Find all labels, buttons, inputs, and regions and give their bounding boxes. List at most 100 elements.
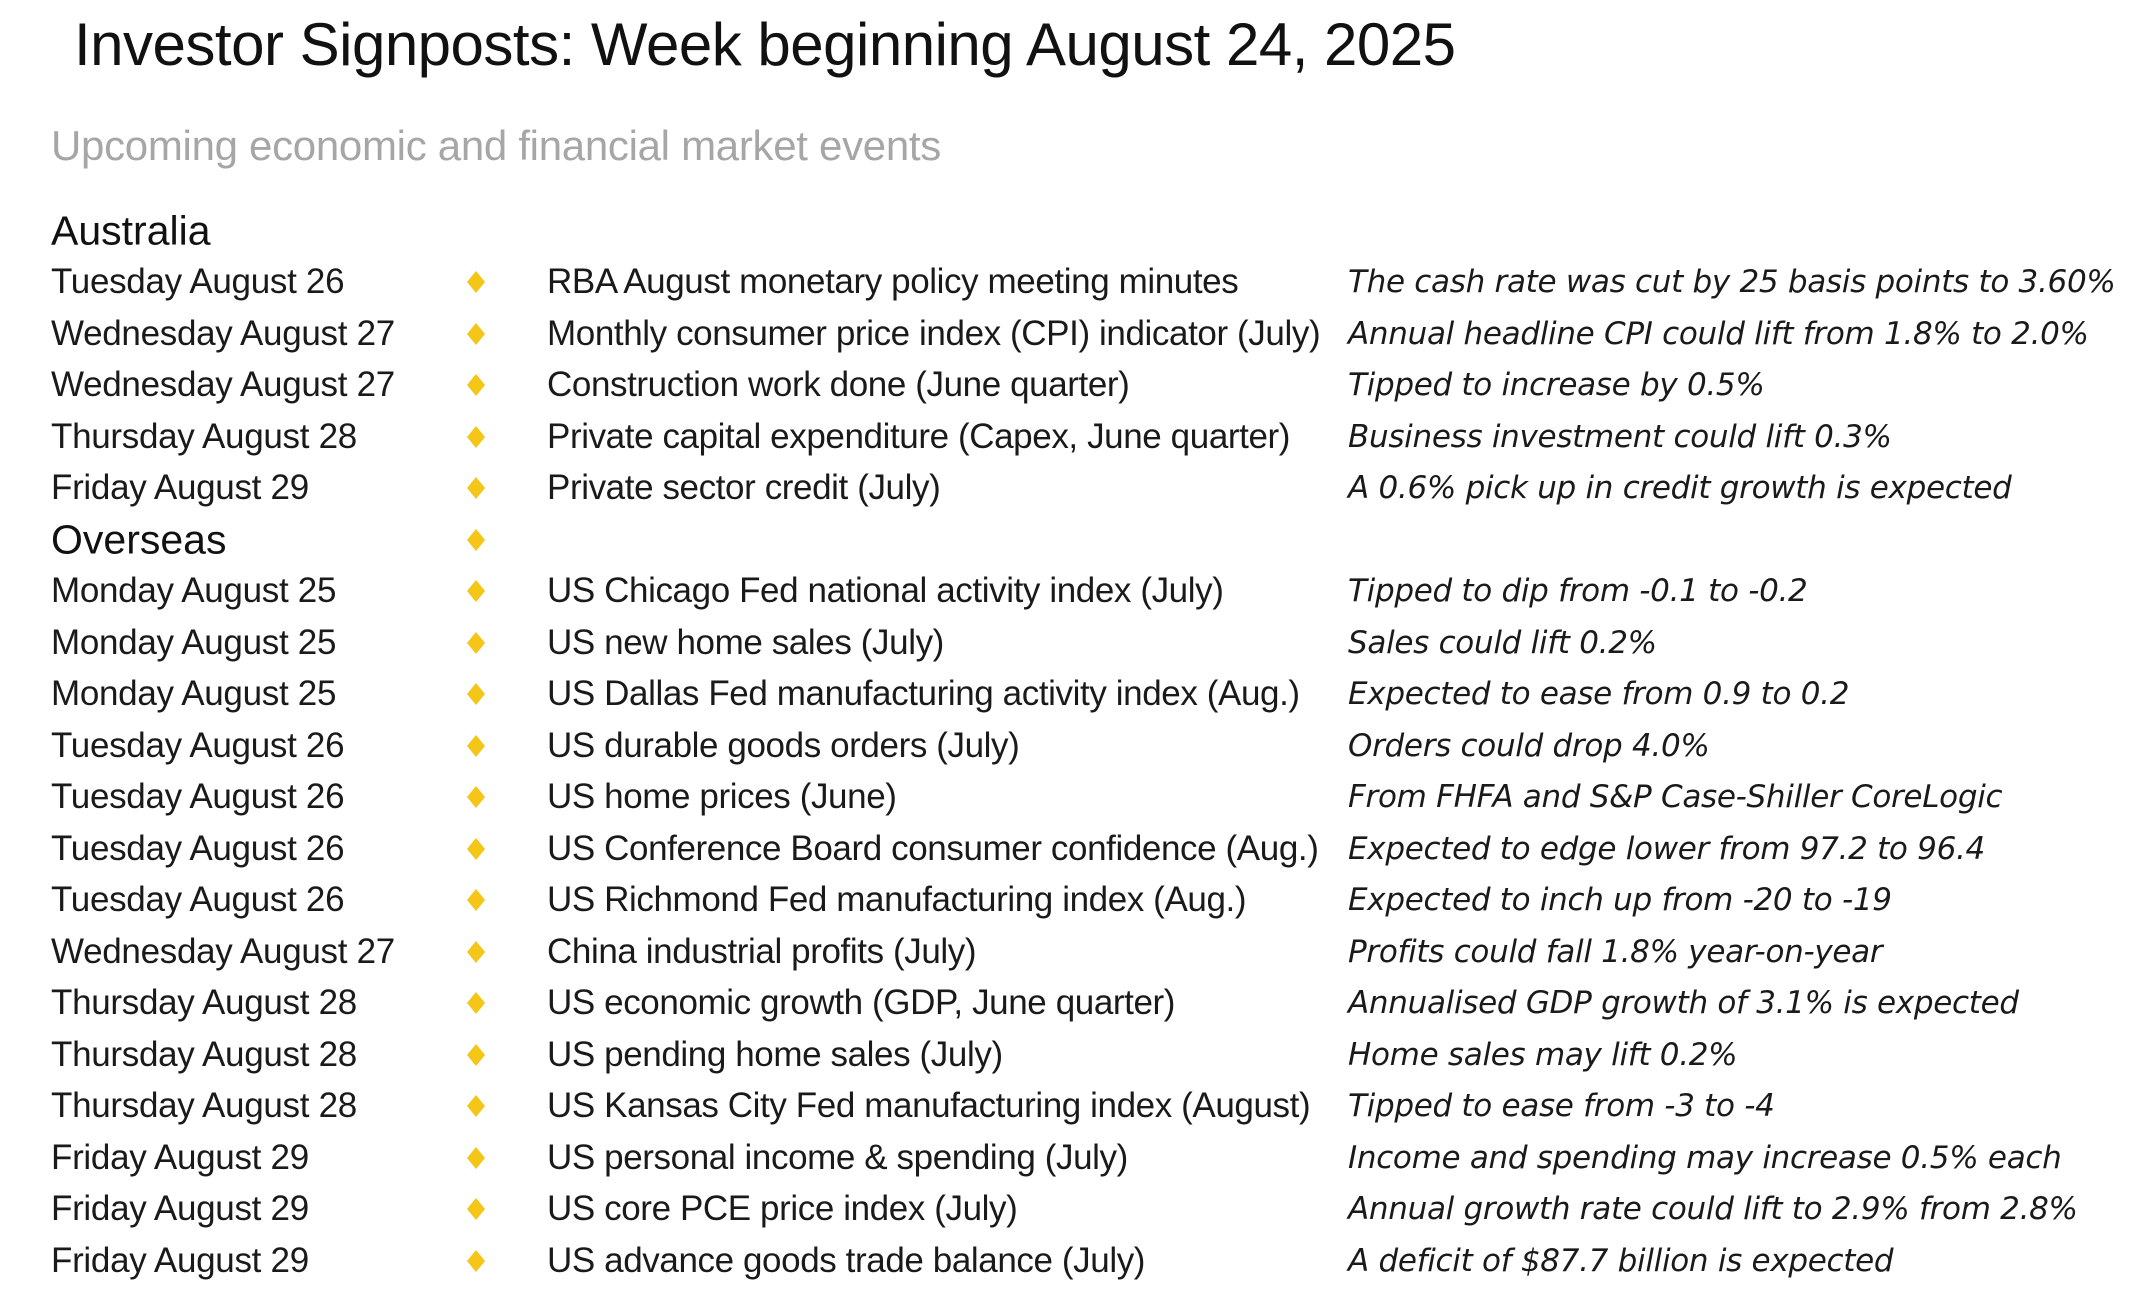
- event-row: Thursday August 28 US pending home sales …: [0, 1029, 2150, 1081]
- event-comment: Expected to ease from 0.9 to 0.2: [1348, 676, 1850, 713]
- page-title: Investor Signposts: Week beginning Augus…: [74, 11, 1456, 78]
- event-name: US Kansas City Fed manufacturing index (…: [547, 1086, 1311, 1126]
- diamond-bullet-icon: [467, 683, 485, 706]
- section-heading-row: Australia: [0, 205, 2150, 257]
- event-date: Thursday August 28: [51, 416, 357, 456]
- event-date: Wednesday August 27: [51, 365, 395, 405]
- event-row: Friday August 29 US advance goods trade b…: [0, 1235, 2150, 1287]
- event-row: Tuesday August 26 US durable goods orders…: [0, 720, 2150, 772]
- event-date: Friday August 29: [51, 1137, 309, 1177]
- event-row: Tuesday August 26 US Richmond Fed manufac…: [0, 875, 2150, 927]
- event-row: Wednesday August 27 China industrial prof…: [0, 926, 2150, 978]
- event-row: Thursday August 28 Private capital expend…: [0, 411, 2150, 463]
- event-row: Friday August 29 Private sector credit (J…: [0, 463, 2150, 515]
- diamond-bullet-icon: [467, 271, 485, 294]
- section-heading: Australia: [51, 207, 211, 254]
- event-name: China industrial profits (July): [547, 931, 977, 971]
- event-comment: Expected to inch up from -20 to -19: [1348, 882, 1892, 919]
- event-name: US durable goods orders (July): [547, 725, 1020, 765]
- event-comment: The cash rate was cut by 25 basis points…: [1348, 264, 2116, 301]
- event-date: Friday August 29: [51, 468, 309, 508]
- event-row: Monday August 25 US Dallas Fed manufactur…: [0, 669, 2150, 721]
- diamond-bullet-icon: [467, 889, 485, 912]
- event-date: Tuesday August 26: [51, 777, 345, 817]
- event-comment: Tipped to ease from -3 to -4: [1348, 1088, 1775, 1125]
- event-row: Tuesday August 26 RBA August monetary pol…: [0, 257, 2150, 309]
- event-row: Tuesday August 26 US home prices (June) Fr…: [0, 772, 2150, 824]
- event-date: Monday August 25: [51, 571, 337, 611]
- event-name: US economic growth (GDP, June quarter): [547, 983, 1176, 1023]
- event-date: Tuesday August 26: [51, 262, 345, 302]
- diamond-bullet-icon: [467, 580, 485, 603]
- event-comment: Annual headline CPI could lift from 1.8%…: [1348, 315, 2089, 352]
- diamond-bullet-icon: [467, 322, 485, 345]
- diamond-bullet-icon: [467, 940, 485, 963]
- event-name: US Conference Board consumer confidence …: [547, 828, 1319, 868]
- event-row: Monday August 25 US new home sales (July)…: [0, 617, 2150, 669]
- event-name: US Dallas Fed manufacturing activity ind…: [547, 674, 1300, 714]
- event-row: Monday August 25 US Chicago Fed national …: [0, 566, 2150, 618]
- diamond-bullet-icon: [467, 477, 485, 500]
- page-subtitle: Upcoming economic and financial market e…: [51, 122, 941, 169]
- event-comment: Business investment could lift 0.3%: [1348, 418, 1892, 455]
- event-comment: From FHFA and S&P Case-Shiller CoreLogic: [1348, 779, 2003, 816]
- event-row: Friday August 29 US personal income & spe…: [0, 1132, 2150, 1184]
- event-comment: Annualised GDP growth of 3.1% is expecte…: [1348, 985, 2019, 1022]
- event-comment: Sales could lift 0.2%: [1348, 624, 1657, 661]
- diamond-bullet-icon: [467, 374, 485, 397]
- event-row: Wednesday August 27 Construction work don…: [0, 360, 2150, 412]
- event-date: Monday August 25: [51, 674, 337, 714]
- diamond-bullet-icon: [467, 528, 485, 551]
- diamond-bullet-icon: [467, 1095, 485, 1118]
- section-heading-row: Overseas: [0, 514, 2150, 566]
- event-name: US advance goods trade balance (July): [547, 1240, 1146, 1280]
- event-date: Tuesday August 26: [51, 828, 345, 868]
- event-comment: Home sales may lift 0.2%: [1348, 1036, 1738, 1073]
- diamond-bullet-icon: [467, 1043, 485, 1066]
- diamond-bullet-icon: [467, 1198, 485, 1221]
- diamond-bullet-icon: [467, 837, 485, 860]
- event-name: US new home sales (July): [547, 622, 944, 662]
- event-name: Private capital expenditure (Capex, June…: [547, 416, 1291, 456]
- event-row: Wednesday August 27 Monthly consumer pric…: [0, 308, 2150, 360]
- event-row: Thursday August 28 US economic growth (GD…: [0, 978, 2150, 1030]
- diamond-bullet-icon: [467, 992, 485, 1015]
- event-date: Wednesday August 27: [51, 313, 395, 353]
- event-date: Thursday August 28: [51, 1034, 357, 1074]
- event-comment: A 0.6% pick up in credit growth is expec…: [1348, 470, 2012, 507]
- event-date: Friday August 29: [51, 1240, 309, 1280]
- diamond-bullet-icon: [467, 1249, 485, 1272]
- event-name: Monthly consumer price index (CPI) indic…: [547, 313, 1321, 353]
- event-comment: A deficit of $87.7 billion is expected: [1348, 1242, 1894, 1279]
- event-row: Thursday August 28 US Kansas City Fed man…: [0, 1081, 2150, 1133]
- event-comment: Expected to edge lower from 97.2 to 96.4: [1348, 830, 1985, 867]
- event-name: US personal income & spending (July): [547, 1137, 1128, 1177]
- events-table: Australia Tuesday August 26 RBA August mon…: [0, 205, 2150, 1287]
- diamond-bullet-icon: [467, 734, 485, 757]
- event-name: Private sector credit (July): [547, 468, 941, 508]
- event-name: Construction work done (June quarter): [547, 365, 1130, 405]
- diamond-bullet-icon: [467, 425, 485, 448]
- event-date: Tuesday August 26: [51, 880, 345, 920]
- event-row: Friday August 29 US core PCE price index …: [0, 1184, 2150, 1236]
- event-date: Thursday August 28: [51, 1086, 357, 1126]
- event-name: US Richmond Fed manufacturing index (Aug…: [547, 880, 1247, 920]
- event-name: RBA August monetary policy meeting minut…: [547, 262, 1239, 302]
- event-date: Wednesday August 27: [51, 931, 395, 971]
- section-heading: Overseas: [51, 516, 227, 563]
- event-name: US pending home sales (July): [547, 1034, 1003, 1074]
- diamond-bullet-icon: [467, 631, 485, 654]
- event-date: Friday August 29: [51, 1189, 309, 1229]
- event-name: US home prices (June): [547, 777, 897, 817]
- event-comment: Annual growth rate could lift to 2.9% fr…: [1348, 1191, 2078, 1228]
- event-comment: Orders could drop 4.0%: [1348, 727, 1710, 764]
- event-date: Monday August 25: [51, 622, 337, 662]
- event-name: US core PCE price index (July): [547, 1189, 1018, 1229]
- event-name: US Chicago Fed national activity index (…: [547, 571, 1224, 611]
- event-comment: Profits could fall 1.8% year-on-year: [1348, 933, 1883, 970]
- diamond-bullet-icon: [467, 1146, 485, 1169]
- diamond-bullet-icon: [467, 786, 485, 809]
- event-row: Tuesday August 26 US Conference Board con…: [0, 823, 2150, 875]
- event-comment: Tipped to increase by 0.5%: [1348, 367, 1765, 404]
- event-comment: Tipped to dip from -0.1 to -0.2: [1348, 573, 1808, 610]
